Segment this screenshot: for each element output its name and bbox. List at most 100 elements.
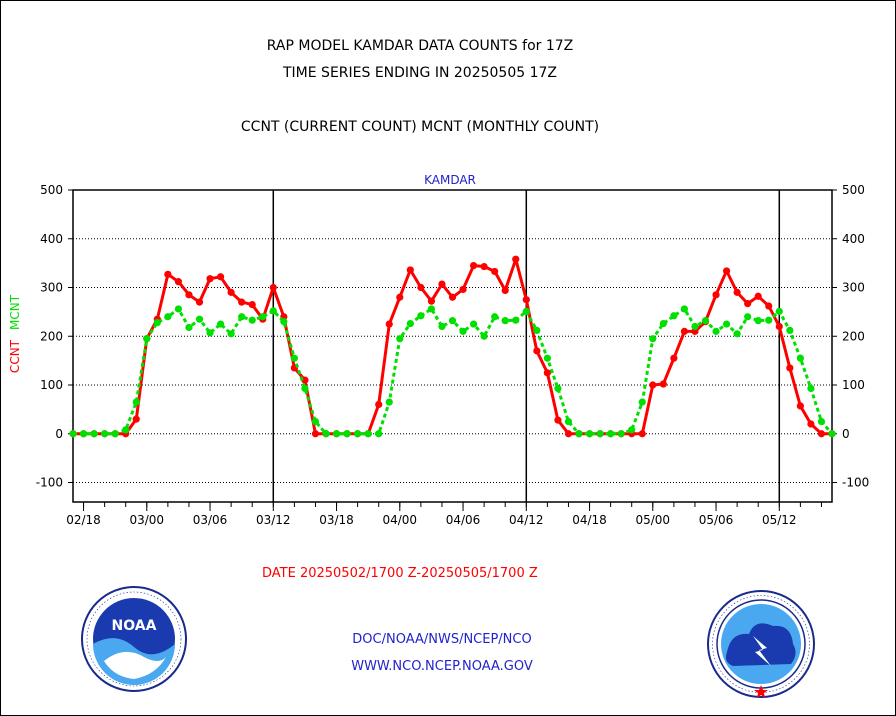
data-point-ccnt (744, 299, 752, 308)
y-tick-label-left: 0 (55, 427, 63, 441)
data-point-mcnt (543, 354, 551, 362)
x-tick-label: 04/06 (446, 513, 481, 527)
chart-title-line-3: CCNT (CURRENT COUNT) MCNT (MONTHLY COUNT… (240, 119, 600, 135)
data-point-mcnt (765, 316, 773, 324)
data-point-ccnt (417, 283, 425, 292)
x-tick-label: 02/18 (66, 513, 101, 527)
data-point-mcnt (375, 430, 383, 438)
y-tick-label-left: 300 (40, 281, 63, 295)
data-point-ccnt (195, 298, 204, 306)
x-tick-label: 05/06 (699, 513, 734, 527)
x-tick-label: 04/12 (509, 513, 544, 527)
data-point-ccnt (301, 376, 309, 384)
data-point-mcnt (680, 305, 689, 313)
y-axis-label: CCNT MCNT (8, 294, 22, 373)
data-point-mcnt (343, 430, 351, 438)
data-point-mcnt (617, 430, 625, 438)
data-point-ccnt (427, 297, 436, 305)
data-point-mcnt (469, 320, 478, 328)
data-point-mcnt (575, 430, 583, 438)
data-point-ccnt (491, 267, 499, 276)
data-point-mcnt (322, 430, 330, 438)
data-point-mcnt (501, 317, 509, 325)
data-point-ccnt (807, 420, 815, 428)
data-point-mcnt (670, 312, 678, 320)
data-point-mcnt (691, 322, 699, 331)
data-point-mcnt (585, 430, 594, 438)
data-point-mcnt (122, 426, 130, 434)
data-point-mcnt (216, 320, 225, 328)
y-label-mcnt: MCNT (8, 294, 22, 330)
data-point-ccnt (238, 298, 246, 306)
x-tick-label: 03/06 (193, 513, 228, 527)
y-tick-label-right: 500 (842, 183, 865, 197)
x-tick-label: 04/00 (382, 513, 417, 527)
y-tick-label-right: 400 (842, 232, 865, 246)
y-tick-label-left: 200 (40, 329, 63, 343)
data-point-mcnt (564, 417, 573, 426)
data-point-ccnt (817, 430, 826, 438)
data-point-ccnt (522, 296, 530, 304)
data-point-ccnt (438, 280, 446, 288)
data-point-mcnt (775, 307, 783, 315)
data-point-ccnt (501, 286, 509, 295)
data-point-ccnt (132, 415, 140, 423)
data-point-ccnt (786, 364, 794, 372)
data-point-mcnt (259, 313, 267, 321)
data-point-mcnt (174, 305, 183, 313)
data-point-ccnt (206, 275, 214, 283)
data-point-mcnt (522, 307, 530, 315)
data-point-mcnt (744, 313, 752, 321)
noaa-logo-text: NOAA (112, 618, 157, 634)
footer-agency-path: DOC/NOAA/NWS/NCEP/NCO (352, 632, 532, 647)
data-point-mcnt (417, 312, 425, 320)
data-point-mcnt (153, 319, 161, 327)
data-point-mcnt (364, 430, 372, 438)
data-point-mcnt (248, 316, 256, 324)
data-point-ccnt (638, 430, 646, 438)
data-point-mcnt (396, 335, 404, 343)
data-point-mcnt (533, 326, 541, 334)
x-tick-label: 04/18 (572, 513, 607, 527)
data-point-ccnt (248, 300, 256, 309)
x-tick-label: 03/12 (256, 513, 291, 527)
date-range-label: DATE 20250502/1700 Z-20250505/1700 Z (262, 566, 538, 581)
data-point-mcnt (807, 384, 815, 393)
data-point-mcnt (143, 335, 151, 343)
data-point-ccnt (733, 288, 741, 296)
x-tick-label: 05/12 (762, 513, 797, 527)
data-point-ccnt (554, 416, 562, 424)
data-point-ccnt (754, 292, 762, 300)
data-point-mcnt (227, 330, 235, 338)
data-point-mcnt (512, 316, 520, 324)
data-point-mcnt (101, 430, 109, 438)
data-point-ccnt (649, 381, 657, 389)
data-point-mcnt (701, 317, 710, 325)
chart-title-line-1: RAP MODEL KAMDAR DATA COUNTS for 17Z (266, 38, 574, 54)
data-point-mcnt (132, 398, 140, 406)
x-tick-label: 03/18 (319, 513, 354, 527)
data-point-ccnt (469, 261, 478, 270)
data-point-mcnt (385, 398, 393, 406)
data-point-ccnt (448, 293, 457, 301)
data-point-mcnt (427, 305, 436, 313)
data-point-ccnt (174, 278, 183, 286)
data-point-mcnt (438, 322, 446, 331)
y-tick-label-left: 100 (40, 378, 63, 392)
footer-website: WWW.NCO.NCEP.NOAA.GOV (351, 659, 533, 674)
chart-title-line-2: TIME SERIES ENDING IN 20250505 17Z (283, 65, 557, 81)
data-point-mcnt (628, 426, 636, 434)
data-point-ccnt (227, 288, 235, 296)
data-point-mcnt (280, 318, 288, 326)
data-point-mcnt (596, 430, 604, 438)
data-point-ccnt (722, 267, 731, 275)
data-point-ccnt (765, 302, 773, 310)
data-point-mcnt (659, 319, 667, 328)
y-tick-label-right: 200 (842, 329, 865, 343)
data-point-mcnt (649, 335, 657, 343)
data-point-ccnt (185, 291, 193, 299)
x-axis-ticks: 02/18 03/00 03/06 03/12 03/18 04/00 04/06 04/12… (66, 502, 822, 527)
x-tick-label: 03/00 (129, 513, 164, 527)
y-tick-label-left: 400 (40, 232, 63, 246)
